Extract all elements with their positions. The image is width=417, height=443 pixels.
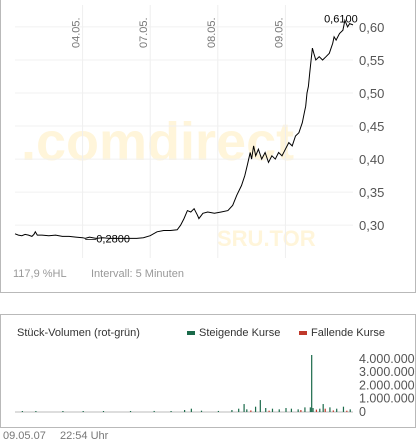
price-x-tick-labels: 04.05. 07.05. 08.05. 09.05.	[71, 17, 286, 48]
volume-bars	[21, 355, 351, 412]
volume-bar-rising	[312, 408, 314, 412]
volume-bar-rising	[309, 407, 311, 412]
legend-rising-label: Steigende Kurse	[199, 327, 281, 339]
volume-bar-rising	[153, 410, 155, 412]
legend-falling-label: Fallende Kurse	[311, 327, 385, 339]
volume-bar-rising	[329, 407, 331, 412]
price-series-line	[14, 18, 354, 239]
volume-bar-rising	[170, 411, 172, 412]
price-y-tick-label: 0,35	[359, 185, 384, 200]
volume-bar-rising	[243, 404, 245, 412]
price-x-tick-label: 08.05.	[206, 17, 218, 48]
volume-bar-rising	[129, 411, 132, 412]
footer-date: 09.05.07	[3, 430, 46, 442]
volume-bar-rising	[304, 407, 306, 412]
annotation-max-label: 0,6100	[324, 13, 358, 25]
volume-bar-rising	[297, 409, 299, 412]
legend-falling-swatch	[299, 331, 307, 336]
volume-bar-rising	[254, 406, 257, 412]
price-y-tick-label: 0,40	[359, 152, 384, 167]
volume-bar-rising	[21, 411, 23, 412]
price-y-tick-label: 0,30	[359, 218, 384, 233]
volume-bar-falling	[346, 410, 348, 412]
price-x-tick-label: 07.05.	[138, 17, 150, 48]
volume-bar-rising	[290, 408, 293, 412]
volume-bar-rising	[35, 411, 37, 412]
volume-bar-rising	[190, 408, 192, 412]
price-gridlines	[15, 5, 353, 258]
volume-bar-rising	[62, 411, 64, 412]
volume-chart-panel: 0 1.000.000 2.000.000 3.000.000 4.000.000 St…	[0, 314, 416, 428]
price-y-tick-label: 0,45	[359, 119, 384, 134]
price-annotations: —0,2800 0,6100	[85, 13, 357, 245]
volume-bar-rising	[271, 408, 274, 412]
volume-bar-rising	[349, 409, 351, 412]
volume-bar-rising	[322, 404, 324, 412]
volume-bar-falling	[315, 409, 318, 412]
price-chart-panel: .comdirect SRU.TOR 04.05. 07.05. 08.05. 09.…	[0, 0, 416, 293]
volume-title: Stück-Volumen (rot-grün)	[17, 327, 140, 339]
price-y-tick-label: 0,55	[359, 53, 384, 68]
volume-bar-rising	[102, 411, 105, 412]
legend-rising: Steigende Kurse	[187, 327, 280, 339]
legend-rising-swatch	[187, 331, 195, 336]
volume-bar-rising	[278, 409, 280, 412]
volume-bar-rising	[342, 406, 345, 412]
volume-bar-rising	[238, 408, 240, 412]
price-chart: .comdirect SRU.TOR 04.05. 07.05. 08.05. 09.…	[14, 5, 384, 258]
volume-bar-rising	[246, 409, 248, 412]
volume-bar-rising	[265, 408, 267, 412]
volume-bar-rising	[319, 408, 321, 412]
volume-bar-rising	[217, 410, 219, 412]
interval-label: Intervall: 5 Minuten	[91, 268, 184, 280]
volume-bar-falling	[300, 410, 302, 412]
volume-bar-falling	[250, 410, 252, 412]
volume-bar-rising	[82, 411, 84, 412]
volume-y-tick-label: 0	[359, 405, 366, 419]
price-x-tick-label: 04.05.	[71, 17, 83, 48]
volume-bar-rising	[231, 410, 233, 412]
legend-falling: Fallende Kurse	[299, 327, 385, 339]
watermark-comdirect: .comdirect	[21, 112, 294, 172]
volume-bar-falling	[332, 410, 334, 412]
volume-bar-rising	[311, 355, 313, 412]
footer-time: 22:54 Uhr	[60, 430, 109, 442]
volume-y-tick-label: 3.000.000	[359, 365, 415, 379]
watermark-code: SRU.TOR	[217, 226, 316, 251]
volume-bar-rising	[259, 400, 261, 412]
volume-bar-rising	[285, 408, 287, 412]
price-y-tick-labels: 0,30 0,35 0,40 0,45 0,50 0,55 0,60	[359, 20, 384, 233]
volume-y-tick-label: 2.000.000	[359, 378, 415, 392]
volume-bar-falling	[268, 410, 270, 412]
volume-y-tick-label: 4.000.000	[359, 352, 415, 366]
performance-label: 117,9 %HL	[13, 268, 67, 280]
volume-bar-falling	[324, 408, 326, 412]
volume-bar-rising	[200, 410, 203, 412]
volume-bar-rising	[184, 410, 186, 412]
volume-bar-rising	[336, 408, 338, 412]
annotation-min-label: —0,2800	[85, 233, 130, 245]
price-y-tick-label: 0,60	[359, 20, 384, 35]
price-x-tick-label: 09.05.	[273, 17, 285, 48]
price-y-tick-label: 0,50	[359, 86, 384, 101]
volume-y-tick-label: 1.000.000	[359, 392, 415, 406]
